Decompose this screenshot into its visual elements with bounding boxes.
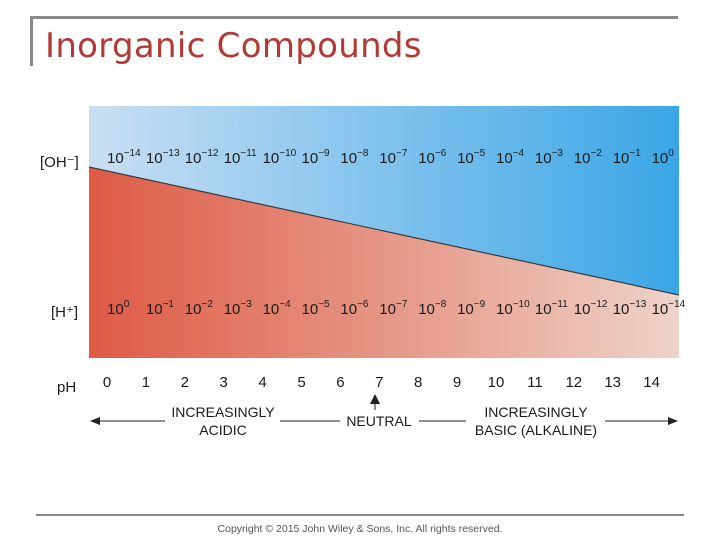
h-concentration-value: 10−13 [613, 299, 647, 318]
ph-tick-label: 5 [297, 374, 305, 391]
basic-label-line1: INCREASINGLY [484, 404, 588, 420]
ph-tick-label: 12 [565, 374, 582, 391]
h-concentration-value: 10−9 [457, 299, 486, 318]
copyright-notice: Copyright © 2015 John Wiley & Sons, Inc.… [217, 523, 503, 535]
slide-title: Inorganic Compounds [45, 26, 422, 66]
oh-concentration-value: 10−5 [457, 148, 486, 167]
h-concentration-value: 10−8 [418, 299, 447, 318]
acidic-label-line2: ACIDIC [199, 422, 246, 438]
h-concentration-value: 10−12 [574, 299, 608, 318]
oh-concentration-value: 100 [652, 148, 675, 167]
neutral-label: NEUTRAL [346, 413, 412, 429]
oh-concentration-value: 10−10 [263, 148, 297, 167]
h-concentration-value: 10−11 [535, 299, 568, 318]
title-frame-top [30, 16, 678, 19]
h-concentration-value: 10−7 [379, 299, 408, 318]
oh-row-label: [OH⁻] [40, 154, 79, 171]
h-concentration-value: 10−2 [185, 299, 214, 318]
neutral-pointer-icon [370, 394, 380, 404]
ph-tick-label: 13 [604, 374, 621, 391]
ph-tick-label: 3 [220, 374, 228, 391]
ph-tick-label: 4 [258, 374, 266, 391]
h-concentration-value: 100 [107, 299, 130, 318]
oh-concentration-value: 10−12 [185, 148, 219, 167]
oh-concentration-value: 10−14 [107, 148, 141, 167]
oh-concentration-value: 10−3 [535, 148, 564, 167]
ph-tick-label: 1 [142, 374, 150, 391]
oh-concentration-value: 10−8 [340, 148, 369, 167]
oh-concentration-value: 10−4 [496, 148, 525, 167]
oh-concentration-row: 10−14 10−13 10−12 10−11 10−10 10−9 10−8 10−7 10−… [107, 148, 674, 167]
oh-concentration-value: 10−9 [302, 148, 331, 167]
ph-tick-label: 10 [488, 374, 505, 391]
ph-values-row: 0 1 2 3 4 5 6 7 8 9 10 11 12 13 14 [103, 374, 660, 391]
oh-concentration-value: 10−13 [146, 148, 180, 167]
oh-concentration-value: 10−2 [574, 148, 603, 167]
oh-concentration-value: 10−7 [379, 148, 408, 167]
ph-tick-label: 8 [414, 374, 422, 391]
footer-divider [36, 514, 684, 516]
h-concentration-value: 10−4 [263, 299, 292, 318]
h-concentration-value: 10−6 [340, 299, 369, 318]
title-frame-left [30, 16, 33, 66]
h-concentration-row: 100 10−1 10−2 10−3 10−4 10−5 10−6 10−7 10−8 10−9 1… [107, 299, 686, 318]
oh-concentration-value: 10−6 [418, 148, 447, 167]
ph-label: pH [57, 379, 76, 396]
h-concentration-value: 10−5 [302, 299, 331, 318]
h-row-label: [H⁺] [51, 304, 78, 321]
hydrogen-region [89, 167, 679, 358]
h-concentration-value: 10−1 [146, 299, 175, 318]
boundary-line [88, 166, 680, 296]
h-concentration-value: 10−3 [224, 299, 253, 318]
ph-tick-label: 9 [453, 374, 461, 391]
acidic-label-line1: INCREASINGLY [171, 404, 275, 420]
basic-label-line2: BASIC (ALKALINE) [475, 422, 597, 438]
ph-tick-label: 11 [527, 374, 543, 391]
oh-concentration-value: 10−11 [224, 148, 257, 167]
ph-tick-label: 0 [103, 374, 111, 391]
oh-concentration-value: 10−1 [613, 148, 642, 167]
ph-tick-label: 6 [336, 374, 344, 391]
h-concentration-value: 10−10 [496, 299, 530, 318]
h-concentration-value: 10−14 [652, 299, 686, 318]
ph-tick-label: 2 [181, 374, 189, 391]
ph-tick-label: 14 [643, 374, 660, 391]
ph-tick-label: 7 [375, 374, 383, 391]
